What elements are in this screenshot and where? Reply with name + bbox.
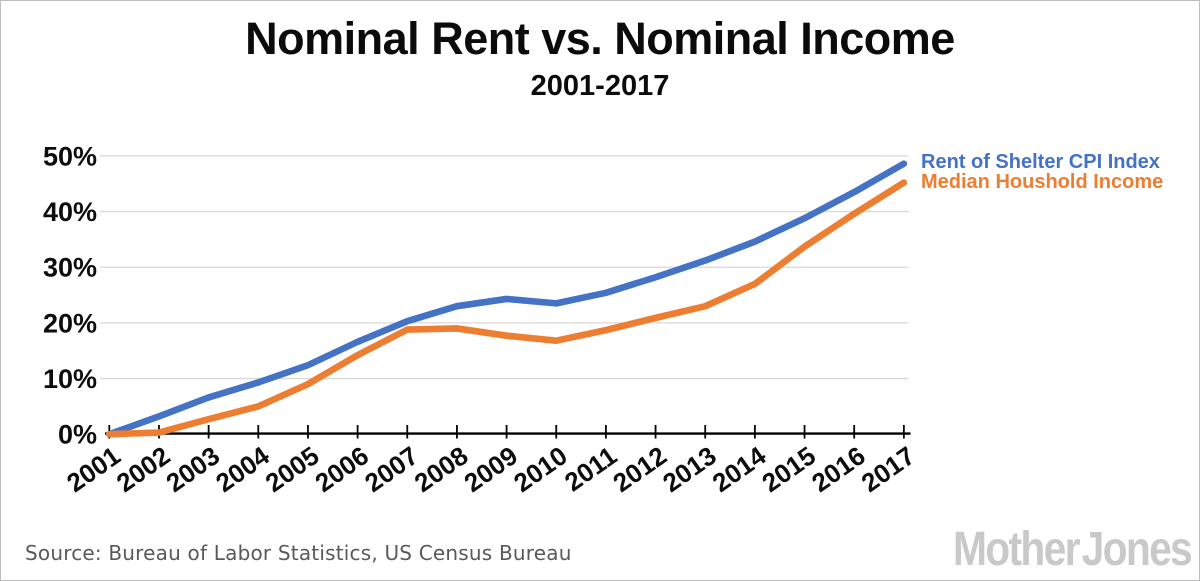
y-axis-label: 10% bbox=[43, 364, 97, 394]
legend-item-rent: Rent of Shelter CPI Index bbox=[921, 151, 1160, 173]
median-income-line bbox=[106, 179, 908, 438]
y-axis-label: 40% bbox=[43, 197, 97, 227]
y-axis-label: 20% bbox=[43, 308, 97, 338]
y-axis-label: 0% bbox=[58, 420, 97, 450]
legend-income-label: Median Houshold Income bbox=[921, 171, 1164, 193]
legend-item-income: Median Houshold Income bbox=[921, 171, 1163, 193]
source-text: Source: Bureau of Labor Statistics, US C… bbox=[25, 541, 572, 565]
rent-cpi-line bbox=[106, 160, 908, 438]
legend-rent-label: Rent of Shelter CPI Index bbox=[921, 151, 1160, 173]
y-axis-label: 50% bbox=[43, 141, 97, 171]
x-axis-label: 2017 bbox=[856, 440, 921, 498]
page-title: Nominal Rent vs. Nominal Income bbox=[245, 13, 955, 64]
page-subtitle: 2001-2017 bbox=[530, 70, 670, 102]
motherjones-logo: Mother Jones bbox=[952, 523, 1193, 576]
y-axis-label: 30% bbox=[43, 253, 97, 283]
